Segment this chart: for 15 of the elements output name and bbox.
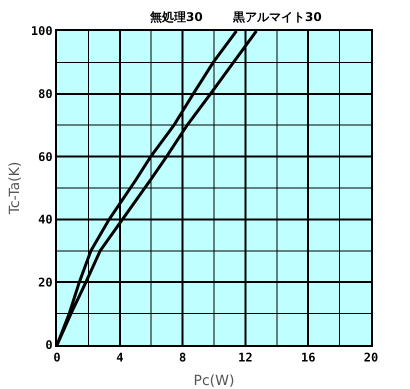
x-tick-label: 4 <box>116 350 124 364</box>
y-tick-label: 60 <box>38 150 53 164</box>
x-tick-label: 12 <box>238 350 253 364</box>
x-tick-label: 8 <box>178 350 186 364</box>
y-axis-title: Tc-Ta(K) <box>7 162 24 216</box>
text: 無処理30 <box>149 10 203 24</box>
y-tick-label: 100 <box>30 24 53 38</box>
x-axis-title: Pc(W) <box>194 373 234 389</box>
y-tick-label: 80 <box>38 87 53 101</box>
x-tick-label: 20 <box>364 350 378 364</box>
x-tick-label: 16 <box>300 350 316 364</box>
y-tick-label: 0 <box>45 338 53 352</box>
y-tick-label: 20 <box>38 275 53 290</box>
text: 黒アルマイト30 <box>232 10 322 24</box>
y-tick-label: 40 <box>38 212 53 227</box>
